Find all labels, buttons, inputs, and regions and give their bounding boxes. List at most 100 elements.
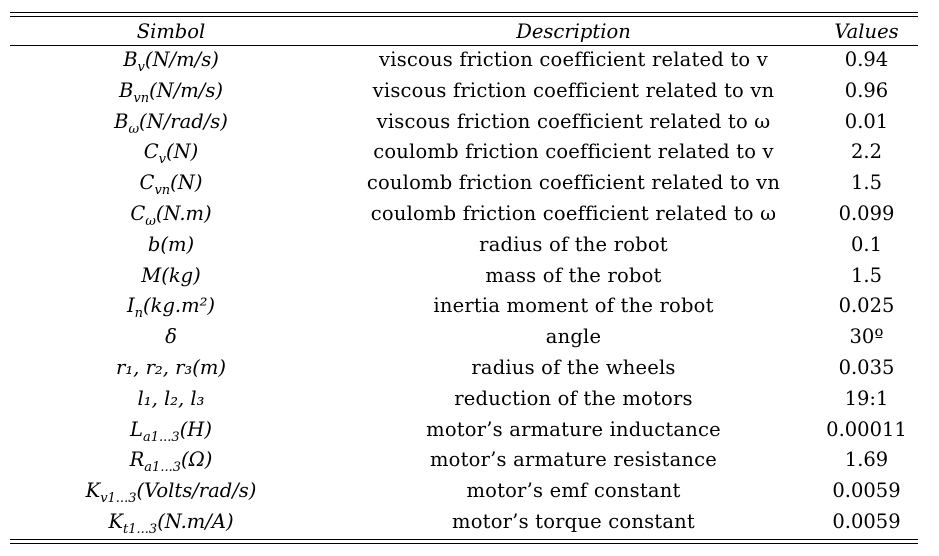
symbol-unit: (Ω) bbox=[181, 448, 213, 472]
symbol-unit: (kg.m²) bbox=[143, 294, 216, 318]
table-row: b(m) radius of the robot 0.1 bbox=[10, 230, 918, 261]
header-row: Simbol Description Values bbox=[10, 18, 918, 45]
symbol-base: B bbox=[123, 48, 138, 71]
symbol-cell: Cvn(N) bbox=[10, 168, 332, 199]
symbol-base: C bbox=[130, 201, 146, 225]
symbol-unit: (N/m/s) bbox=[149, 78, 223, 102]
description-cell: viscous friction coefficient related to … bbox=[376, 109, 771, 133]
symbol-base: M(kg) bbox=[141, 263, 201, 287]
value-cell: 0.099 bbox=[838, 201, 895, 225]
bottom-rule-inner bbox=[10, 539, 918, 540]
symbol-unit: (N) bbox=[166, 140, 199, 164]
value-cell: 0.025 bbox=[838, 294, 895, 318]
symbol-unit: (N/rad/s) bbox=[139, 109, 228, 133]
symbol-subscript: ω bbox=[128, 121, 140, 137]
description-cell: motor’s armature resistance bbox=[429, 448, 718, 472]
symbol-subscript: a1...3 bbox=[143, 429, 180, 445]
symbol-cell: Kv1...3(Volts/rad/s) bbox=[10, 476, 332, 507]
symbol-base: K bbox=[108, 509, 124, 533]
symbol-cell: Ra1...3(Ω) bbox=[10, 445, 332, 476]
table-row: Ra1...3(Ω) motor’s armature resistance 1.6… bbox=[10, 445, 918, 476]
value-cell: 1.69 bbox=[844, 448, 889, 472]
table-row: Kt1...3(N.m/A) motor’s torque constant 0.0… bbox=[10, 507, 918, 538]
bottom-rule-outer bbox=[10, 543, 918, 544]
table-row: δ angle 30º bbox=[10, 322, 918, 353]
symbol-subscript: v1...3 bbox=[100, 491, 137, 507]
symbol-cell: Cv(N) bbox=[10, 137, 332, 168]
symbol-subscript: n bbox=[134, 306, 144, 322]
description-cell: radius of the robot bbox=[479, 232, 668, 256]
symbol-subscript: vn bbox=[154, 183, 171, 199]
value-cell: 1.5 bbox=[850, 263, 882, 287]
table-row: Cω(N.m) coulomb friction coefficient rela… bbox=[10, 199, 918, 230]
value-cell: 0.1 bbox=[850, 232, 882, 256]
symbol-subscript: v bbox=[137, 59, 145, 75]
value-cell: 0.0059 bbox=[832, 509, 901, 533]
header-values: Values bbox=[834, 20, 899, 43]
value-cell: 19:1 bbox=[844, 386, 889, 410]
description-cell: motor’s armature inductance bbox=[426, 417, 721, 441]
header-symbol: Simbol bbox=[136, 20, 206, 43]
value-cell: 30º bbox=[849, 325, 884, 349]
table-row: Cvn(N) coulomb friction coefficient relat… bbox=[10, 168, 918, 199]
header-rule bbox=[10, 45, 918, 46]
symbol-base: C bbox=[139, 171, 155, 195]
symbol-subscript: a1...3 bbox=[144, 460, 181, 476]
value-cell: 0.96 bbox=[844, 78, 889, 102]
description-cell: motor’s torque constant bbox=[452, 509, 695, 533]
symbol-subscript: ω bbox=[145, 213, 156, 229]
symbol-cell: l₁, l₂, l₃ bbox=[10, 384, 332, 415]
symbol-cell: Kt1...3(N.m/A) bbox=[10, 507, 332, 538]
symbol-cell: Bv(N/m/s) bbox=[10, 45, 332, 76]
table-row: Bv(N/m/s) viscous friction coefficient re… bbox=[10, 45, 918, 76]
symbol-base: K bbox=[85, 479, 101, 503]
symbol-unit: (N.m/A) bbox=[157, 509, 234, 533]
table-row: Cv(N) coulomb friction coefficient relate… bbox=[10, 137, 918, 168]
symbol-cell: In(kg.m²) bbox=[10, 291, 332, 322]
table-row: l₁, l₂, l₃ reduction of the motors 19:1 bbox=[10, 384, 918, 415]
table-row: La1...3(H) motor’s armature inductance 0.0… bbox=[10, 415, 918, 446]
top-rule-outer bbox=[10, 12, 918, 13]
symbol-unit: (N) bbox=[170, 171, 203, 195]
value-cell: 0.0059 bbox=[832, 479, 901, 503]
symbol-cell: Bvn(N/m/s) bbox=[10, 76, 332, 107]
description-cell: motor’s emf constant bbox=[466, 479, 681, 503]
symbol-cell: r₁, r₂, r₃(m) bbox=[10, 353, 332, 384]
value-cell: 0.00011 bbox=[826, 417, 907, 441]
value-cell: 0.94 bbox=[844, 48, 889, 71]
symbol-base: r₁, r₂, r₃(m) bbox=[116, 355, 226, 379]
symbol-base: B bbox=[119, 78, 134, 102]
description-cell: coulomb friction coefficient related to … bbox=[370, 201, 777, 225]
symbol-cell: La1...3(H) bbox=[10, 415, 332, 446]
description-cell: angle bbox=[545, 325, 602, 349]
description-cell: viscous friction coefficient related to … bbox=[372, 78, 775, 102]
symbol-subscript: vn bbox=[133, 90, 150, 106]
table-row: r₁, r₂, r₃(m) radius of the wheels 0.035 bbox=[10, 353, 918, 384]
symbol-subscript: t1...3 bbox=[123, 521, 158, 537]
value-cell: 0.035 bbox=[838, 355, 895, 379]
symbol-cell: Cω(N.m) bbox=[10, 199, 332, 230]
description-cell: mass of the robot bbox=[485, 263, 662, 287]
symbol-base: B bbox=[114, 109, 129, 133]
description-cell: reduction of the motors bbox=[454, 386, 693, 410]
symbol-cell: Bω(N/rad/s) bbox=[10, 107, 332, 138]
value-cell: 0.01 bbox=[844, 109, 889, 133]
value-cell: 2.2 bbox=[850, 140, 882, 164]
table-row: Kv1...3(Volts/rad/s) motor’s emf constant… bbox=[10, 476, 918, 507]
parameters-table: Simbol Description Values Bv(N/m/s) visco… bbox=[10, 18, 918, 538]
symbol-unit: (H) bbox=[179, 417, 212, 441]
symbol-base: δ bbox=[165, 325, 177, 349]
symbol-base: I bbox=[126, 294, 135, 318]
table-row: Bω(N/rad/s) viscous friction coefficient … bbox=[10, 107, 918, 138]
symbol-subscript: v bbox=[158, 152, 166, 168]
description-cell: inertia moment of the robot bbox=[433, 294, 714, 318]
description-cell: radius of the wheels bbox=[471, 355, 676, 379]
symbol-unit: (N/m/s) bbox=[144, 48, 219, 71]
description-cell: coulomb friction coefficient related to … bbox=[366, 171, 781, 195]
table-row: M(kg) mass of the robot 1.5 bbox=[10, 261, 918, 292]
top-rule-inner bbox=[10, 16, 918, 17]
symbol-base: C bbox=[143, 140, 159, 164]
symbol-cell: δ bbox=[10, 322, 332, 353]
table-body: Bv(N/m/s) viscous friction coefficient re… bbox=[10, 45, 918, 538]
symbol-cell: M(kg) bbox=[10, 261, 332, 292]
